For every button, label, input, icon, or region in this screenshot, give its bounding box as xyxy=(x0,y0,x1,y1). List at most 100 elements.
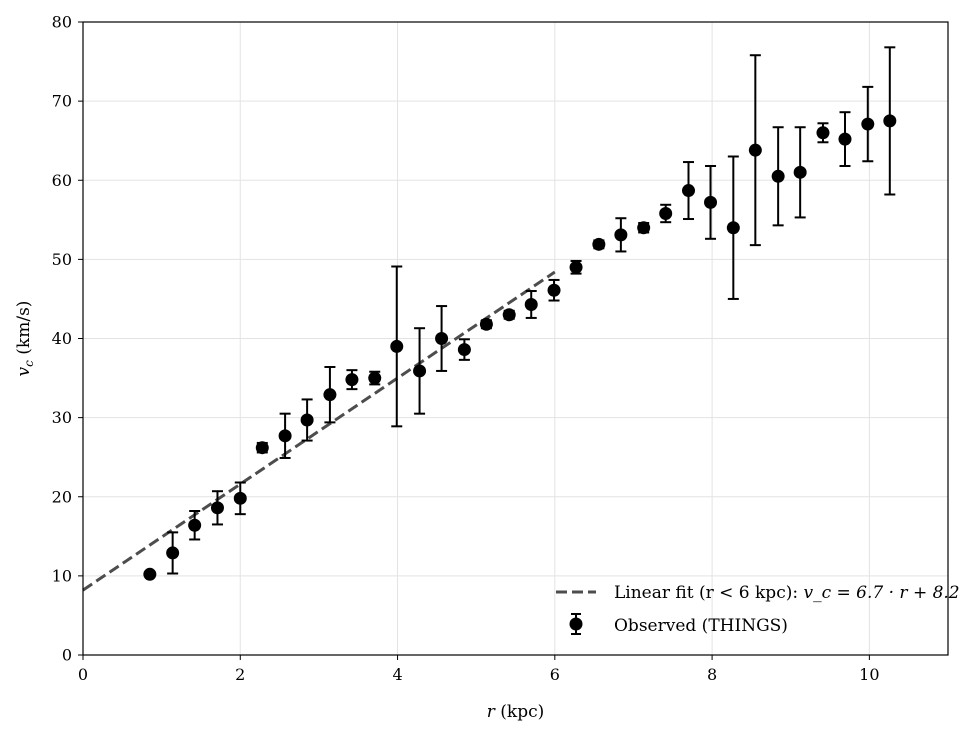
x-tick-label: 10 xyxy=(859,665,879,684)
data-point xyxy=(637,221,651,235)
data-point xyxy=(233,481,247,516)
data-marker xyxy=(435,332,449,345)
data-marker xyxy=(479,317,493,331)
legend-fit-formula: v_c = 6.7 · r + 8.2 xyxy=(803,583,959,603)
y-tick-label: 10 xyxy=(52,566,72,585)
data-point xyxy=(502,308,516,322)
data-marker xyxy=(188,518,202,532)
fit-line xyxy=(82,270,556,592)
y-tick-label: 60 xyxy=(52,171,72,190)
legend-marker xyxy=(569,617,583,631)
data-point xyxy=(524,290,538,319)
data-marker xyxy=(278,429,292,443)
data-point xyxy=(771,126,785,227)
legend-fit-label: Linear fit (r < 6 kpc): v_c = 6.7 · r + … xyxy=(614,583,960,603)
data-point xyxy=(188,509,202,541)
x-axis-unit: (kpc) xyxy=(495,702,544,722)
y-tick-label: 20 xyxy=(52,487,72,506)
data-marker xyxy=(390,339,404,353)
data-marker xyxy=(143,567,157,581)
data-marker xyxy=(682,184,695,198)
x-tick-label: 8 xyxy=(707,665,717,684)
data-point xyxy=(278,412,292,459)
data-marker xyxy=(547,283,561,297)
data-marker xyxy=(368,371,382,385)
data-marker xyxy=(771,169,785,183)
data-point xyxy=(435,305,449,372)
data-marker xyxy=(659,206,673,220)
legend-observed-swatch xyxy=(569,613,583,635)
data-point xyxy=(547,278,561,302)
data-marker xyxy=(748,143,762,157)
x-tick-label: 2 xyxy=(235,665,245,684)
data-marker xyxy=(255,441,269,455)
x-axis-symbol: r xyxy=(487,702,496,722)
data-marker xyxy=(166,546,180,560)
data-point xyxy=(838,111,852,168)
x-tick-label: 6 xyxy=(550,665,560,684)
data-point xyxy=(748,54,762,247)
data-marker xyxy=(345,373,359,387)
points-layer xyxy=(143,46,897,581)
data-point xyxy=(569,259,583,275)
data-point xyxy=(323,365,337,424)
y-axis-unit: (km/s) xyxy=(14,301,34,361)
data-marker xyxy=(457,343,471,357)
data-marker xyxy=(816,126,830,140)
data-point xyxy=(413,327,427,415)
data-point xyxy=(816,122,830,144)
data-point xyxy=(457,338,471,361)
y-axis-symbol: v xyxy=(14,366,34,376)
data-point xyxy=(345,369,359,391)
data-marker xyxy=(883,114,897,128)
data-point xyxy=(592,237,606,251)
data-marker xyxy=(210,501,224,515)
legend: Linear fit (r < 6 kpc): v_c = 6.7 · r + … xyxy=(556,583,960,636)
ticks: 0 2 4 6 8 10 0 10 20 30 40 50 60 70 80 xyxy=(52,13,880,685)
y-axis-label: vc (km/s) xyxy=(14,301,36,377)
data-marker xyxy=(323,388,337,402)
data-marker xyxy=(704,195,718,209)
data-point xyxy=(166,531,180,575)
data-marker xyxy=(793,165,807,179)
data-marker xyxy=(569,260,583,274)
data-marker xyxy=(592,237,606,251)
data-point xyxy=(614,217,628,253)
data-point xyxy=(861,85,875,163)
y-tick-label: 50 xyxy=(52,250,72,269)
y-tick-label: 70 xyxy=(52,92,72,111)
y-tick-label: 0 xyxy=(62,646,72,665)
x-tick-label: 0 xyxy=(78,665,88,684)
fit-line-layer xyxy=(82,270,556,592)
data-marker xyxy=(726,221,740,235)
y-tick-label: 80 xyxy=(52,13,72,32)
y-axis-subscript: c xyxy=(22,360,36,367)
data-point xyxy=(793,126,807,219)
data-marker xyxy=(637,221,651,235)
y-tick-label: 40 xyxy=(52,329,72,348)
data-marker xyxy=(502,308,516,322)
data-marker xyxy=(838,132,852,146)
data-marker xyxy=(233,491,247,505)
data-marker xyxy=(300,413,314,427)
y-tick-label: 30 xyxy=(52,408,72,427)
data-point xyxy=(682,161,695,221)
data-marker xyxy=(614,228,628,242)
data-marker xyxy=(524,297,538,311)
data-point xyxy=(883,46,897,196)
data-point xyxy=(143,567,157,581)
data-point xyxy=(659,203,673,224)
data-point xyxy=(704,165,718,240)
x-tick-label: 4 xyxy=(392,665,402,684)
data-point xyxy=(368,370,382,386)
x-axis-label: r (kpc) xyxy=(487,702,545,722)
data-point xyxy=(390,265,404,428)
data-marker xyxy=(861,117,875,131)
legend-fit-prefix: Linear fit (r < 6 kpc): xyxy=(614,583,803,603)
data-point xyxy=(300,398,314,442)
data-marker xyxy=(413,364,427,378)
data-point xyxy=(726,155,740,300)
data-point xyxy=(255,441,269,455)
